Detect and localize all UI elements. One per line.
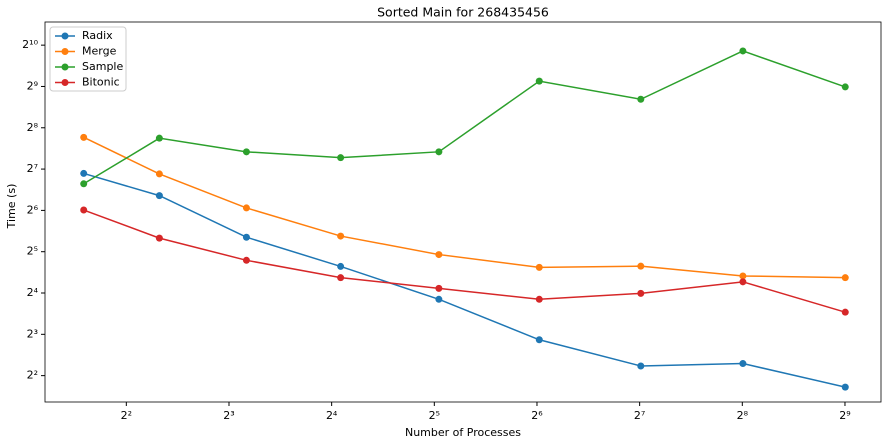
data-point: [80, 169, 88, 177]
y-tick-label: 2⁶: [27, 203, 39, 216]
series-line: [83, 136, 846, 279]
data-point: [435, 148, 443, 156]
data-point: [337, 154, 345, 162]
x-tick-label: 2⁴: [326, 409, 338, 422]
data-point: [337, 274, 345, 282]
legend-box: [49, 26, 127, 92]
data-point: [242, 204, 250, 212]
data-point: [155, 170, 163, 178]
series-line: [83, 172, 846, 388]
data-point: [80, 206, 88, 214]
data-point: [435, 251, 443, 259]
x-tick-label: 2³: [223, 409, 234, 422]
y-tick-label: 2⁴: [27, 286, 39, 299]
data-point: [242, 233, 250, 241]
series-line: [83, 209, 846, 313]
x-tick-label: 2⁹: [839, 409, 850, 422]
data-point: [80, 133, 88, 141]
x-tick-label: 2⁵: [429, 409, 440, 422]
y-tick-label: 2⁹: [27, 79, 38, 92]
data-point: [637, 289, 645, 297]
data-point: [535, 77, 543, 85]
data-point: [535, 263, 543, 271]
data-point: [841, 383, 849, 391]
y-tick-label: 2⁸: [27, 121, 39, 134]
x-tick-label: 2⁶: [531, 409, 543, 422]
data-point: [80, 180, 88, 188]
data-point: [155, 234, 163, 242]
x-tick-label: 2⁸: [737, 409, 749, 422]
plot-frame: [44, 21, 882, 403]
legend-marker: [61, 48, 69, 55]
data-point: [337, 232, 345, 240]
y-tick-label: 2³: [27, 327, 38, 340]
legend-label: Radix: [82, 29, 113, 42]
data-point: [435, 295, 443, 303]
data-point: [739, 47, 747, 55]
y-tick-label: 2⁷: [27, 162, 38, 175]
data-point: [637, 95, 645, 103]
data-point: [242, 256, 250, 264]
legend-marker: [61, 79, 69, 86]
data-point: [739, 272, 747, 280]
data-point: [155, 192, 163, 200]
y-axis-label: Time (s): [5, 184, 18, 230]
data-point: [841, 308, 849, 316]
x-tick-label: 2²: [121, 409, 132, 422]
data-point: [739, 278, 747, 286]
data-point: [435, 284, 443, 292]
data-point: [337, 262, 345, 270]
data-point: [637, 262, 645, 270]
legend-label: Merge: [82, 45, 117, 58]
legend-label: Bitonic: [82, 76, 120, 89]
data-point: [242, 148, 250, 156]
data-point: [841, 83, 849, 91]
y-tick-label: 2¹⁰: [22, 38, 38, 51]
chart-title: Sorted Main for 268435456: [377, 5, 549, 20]
y-tick-label: 2²: [27, 369, 38, 382]
x-tick-label: 2⁷: [634, 409, 645, 422]
legend-marker: [61, 63, 69, 71]
x-axis-label: Number of Processes: [405, 426, 521, 439]
data-point: [155, 134, 163, 142]
series-line: [83, 50, 846, 185]
data-point: [637, 362, 645, 370]
legend-label: Sample: [82, 60, 123, 73]
legend-marker: [61, 32, 69, 40]
y-tick-label: 2⁵: [27, 245, 38, 258]
data-point: [739, 360, 747, 368]
data-point: [841, 274, 849, 282]
data-point: [535, 295, 543, 303]
data-point: [535, 336, 543, 344]
